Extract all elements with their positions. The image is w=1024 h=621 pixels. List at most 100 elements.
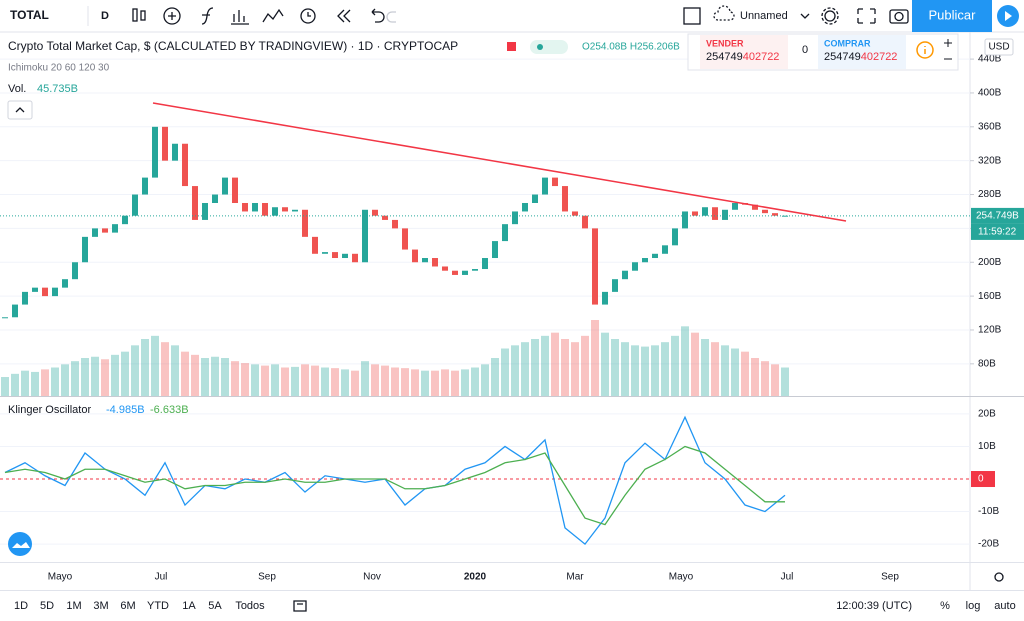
zero-box <box>971 471 995 488</box>
volume-bar <box>721 345 729 396</box>
volume-bar <box>511 345 519 396</box>
publish-button[interactable] <box>912 0 992 32</box>
volume-bar <box>481 364 489 396</box>
collapse-button[interactable] <box>7 100 33 120</box>
klinger-signal-value: -6.633B <box>150 404 189 416</box>
candle <box>512 211 518 225</box>
volume-bar <box>101 359 109 396</box>
volume-bar <box>491 358 499 396</box>
flag <box>507 42 516 51</box>
candle <box>62 279 68 288</box>
toolbar-icons[interactable] <box>132 5 909 25</box>
candle <box>682 211 688 229</box>
volume-bar <box>51 367 59 396</box>
range-button[interactable]: 1M <box>66 600 81 612</box>
publish-label[interactable]: Publicar <box>929 7 977 22</box>
volume-bar <box>501 348 509 396</box>
volume-bar <box>421 370 429 396</box>
volume-bar <box>91 356 99 396</box>
candle <box>72 262 78 280</box>
klinger-title: Klinger Oscillator <box>8 404 91 416</box>
range-button[interactable]: 5D <box>40 600 54 612</box>
countdown: 11:59:22 <box>978 227 1017 238</box>
range-button[interactable]: YTD <box>147 600 169 612</box>
volume-bar <box>171 345 179 396</box>
range-button[interactable]: 6M <box>120 600 135 612</box>
range-button[interactable]: 5A <box>208 600 222 612</box>
volume-bar <box>361 361 369 396</box>
volume-bar <box>711 342 719 396</box>
y-tick-label: 160B <box>978 291 1002 302</box>
range-button[interactable]: 3M <box>93 600 108 612</box>
last-price-label: 254.749B <box>976 211 1019 222</box>
interval[interactable]: D <box>101 10 109 22</box>
volume-bar <box>641 346 649 396</box>
auto-toggle[interactable]: auto <box>994 600 1015 612</box>
y-tick-label: 200B <box>978 257 1002 268</box>
volume-bar <box>671 335 679 396</box>
volume-bar <box>691 332 699 396</box>
goto-icon[interactable] <box>293 600 307 612</box>
volume-bar <box>621 342 629 396</box>
spread: 0 <box>802 44 808 56</box>
y-tick-label: 400B <box>978 88 1002 99</box>
volume-bar <box>531 339 539 396</box>
candle <box>322 252 328 254</box>
candle <box>2 317 8 319</box>
candle <box>82 236 88 263</box>
percent-toggle[interactable]: % <box>940 600 950 612</box>
candle <box>112 224 118 233</box>
volume-bar <box>651 345 659 396</box>
candle <box>652 253 658 259</box>
buy-button[interactable] <box>818 35 906 69</box>
price-part: 254749 <box>824 51 861 63</box>
x-tick-label: Jul <box>155 572 168 583</box>
symbol[interactable]: TOTAL <box>10 8 49 22</box>
candle <box>692 211 698 216</box>
log-toggle[interactable]: log <box>966 600 981 612</box>
play-icon <box>1005 11 1012 21</box>
last-price-box <box>971 207 1024 224</box>
range-button[interactable]: Todos <box>235 600 265 612</box>
y-tick-label: -20B <box>978 539 999 550</box>
volume-bar <box>451 370 459 396</box>
candle <box>342 253 348 259</box>
sell-button[interactable] <box>700 35 788 69</box>
status-pill <box>530 40 568 54</box>
volume-bar <box>131 345 139 396</box>
volume-bar <box>161 342 169 396</box>
volume-bar <box>601 332 609 396</box>
volume-bar <box>261 365 269 396</box>
logo[interactable] <box>8 532 32 556</box>
candle <box>442 266 448 271</box>
trend-line[interactable] <box>152 102 847 222</box>
layout-name[interactable]: Unnamed <box>740 10 788 22</box>
volume-bar <box>741 351 749 396</box>
zoom-buttons[interactable] <box>944 39 952 60</box>
volume-bar <box>301 364 309 396</box>
candle <box>372 209 378 216</box>
candle <box>452 270 458 275</box>
volume-bar <box>561 339 569 396</box>
info-icon[interactable] <box>916 41 934 59</box>
settings-icon[interactable] <box>994 572 1004 582</box>
range-button[interactable]: 1D <box>14 600 28 612</box>
y-tick-label: 10B <box>978 441 996 452</box>
price-part: 402722 <box>861 51 898 63</box>
candle <box>12 304 18 318</box>
volume-bar <box>181 351 189 396</box>
volume-bar <box>371 364 379 396</box>
candle <box>212 194 218 203</box>
candle <box>572 211 578 216</box>
price-part: 402722 <box>743 51 780 63</box>
clock[interactable]: 12:00:39 (UTC) <box>836 600 912 612</box>
range-button[interactable]: 1A <box>182 600 196 612</box>
volume-bar <box>121 351 129 396</box>
candle <box>582 215 588 229</box>
volume-bar <box>11 373 19 396</box>
candle <box>762 209 768 214</box>
volume-bar <box>521 342 529 396</box>
volume-label: Vol. <box>8 83 26 95</box>
currency-box[interactable] <box>984 38 1014 56</box>
